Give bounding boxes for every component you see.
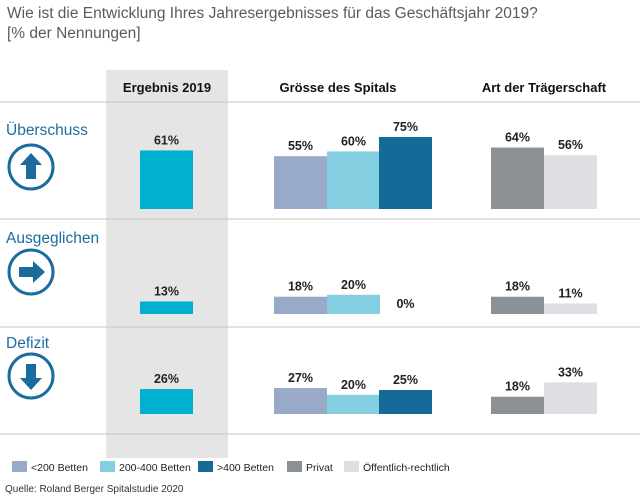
data-label: 60% <box>341 134 366 148</box>
row-label: Ausgeglichen <box>6 230 99 247</box>
bar-privat <box>491 147 544 209</box>
data-label: 56% <box>558 138 583 152</box>
bar-gt400 <box>379 137 432 209</box>
data-label: 75% <box>393 120 418 134</box>
arrow-right-icon <box>7 248 55 296</box>
legend-label: Öffentlich-rechtlich <box>363 462 450 474</box>
column-header: Art der Trägerschaft <box>482 80 607 95</box>
data-label: 0% <box>396 297 414 311</box>
bar-total <box>140 389 193 414</box>
bar-public <box>544 382 597 414</box>
arrow-down-icon <box>7 352 55 400</box>
row-label: Defizit <box>6 335 50 352</box>
bar-public <box>544 303 597 314</box>
bar-lt200 <box>274 156 327 209</box>
column-header: Grösse des Spitals <box>279 80 396 95</box>
legend-label: Privat <box>306 462 333 474</box>
data-label: 33% <box>558 365 583 379</box>
data-label: 18% <box>288 280 313 294</box>
bar-total <box>140 150 193 209</box>
bar-mid <box>327 294 380 314</box>
chart-title: Wie ist die Entwicklung Ihres Jahreserge… <box>7 5 538 22</box>
bar-privat <box>491 296 544 314</box>
bar-lt200 <box>274 296 327 314</box>
legend-swatch <box>287 461 302 472</box>
legend-label: >400 Betten <box>217 462 274 474</box>
data-label: 27% <box>288 371 313 385</box>
legend-swatch <box>198 461 213 472</box>
bar-mid <box>327 151 380 209</box>
legend-swatch <box>344 461 359 472</box>
data-label: 61% <box>154 133 179 147</box>
data-label: 20% <box>341 378 366 392</box>
data-label: 11% <box>558 286 582 300</box>
bar-public <box>544 155 597 209</box>
data-label: 25% <box>393 373 418 387</box>
data-label: 64% <box>505 131 530 145</box>
arrow-up-icon <box>7 143 55 191</box>
data-label: 55% <box>288 139 313 153</box>
legend-swatch <box>12 461 27 472</box>
column-header: Ergebnis 2019 <box>123 80 211 95</box>
legend-label: 200-400 Betten <box>119 462 191 474</box>
bar-gt400 <box>379 390 432 414</box>
source-note: Quelle: Roland Berger Spitalstudie 2020 <box>5 484 184 495</box>
data-label: 20% <box>341 278 366 292</box>
data-label: 18% <box>505 280 530 294</box>
row-label: Überschuss <box>6 121 88 139</box>
legend-swatch <box>100 461 115 472</box>
data-label: 26% <box>154 372 179 386</box>
bar-total <box>140 301 193 314</box>
data-label: 18% <box>505 380 530 394</box>
bar-lt200 <box>274 388 327 414</box>
data-label: 13% <box>154 285 179 299</box>
legend-label: <200 Betten <box>31 462 88 474</box>
bar-privat <box>491 396 544 414</box>
bar-mid <box>327 394 380 414</box>
chart-subtitle: [% der Nennungen] <box>7 25 141 42</box>
